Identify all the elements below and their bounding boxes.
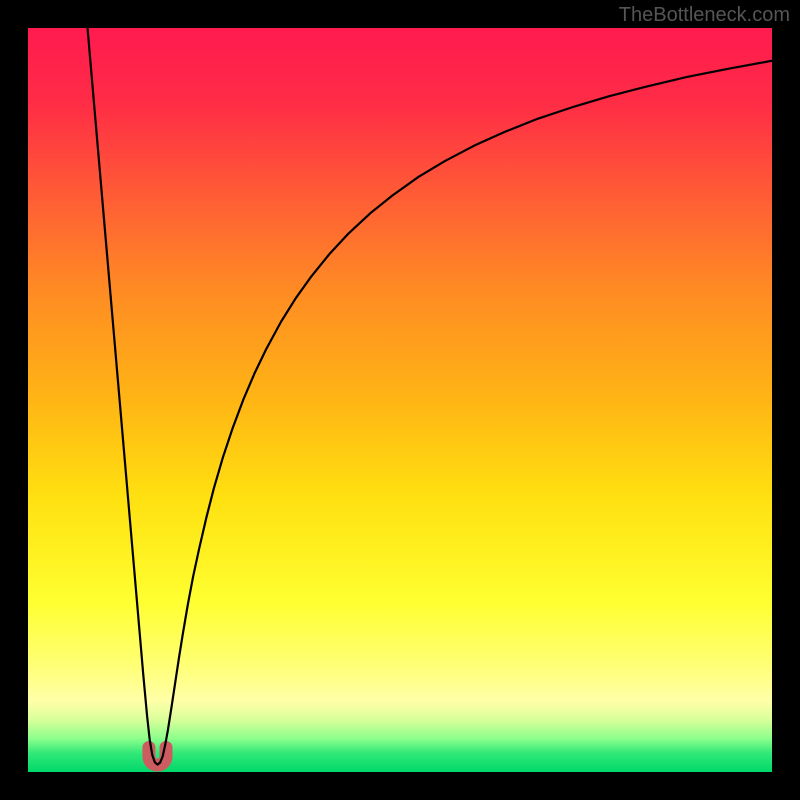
gradient-background <box>28 28 772 772</box>
chart-container: TheBottleneck.com <box>0 0 800 800</box>
bottleneck-curve-chart <box>0 0 800 800</box>
attribution-watermark: TheBottleneck.com <box>619 4 790 27</box>
